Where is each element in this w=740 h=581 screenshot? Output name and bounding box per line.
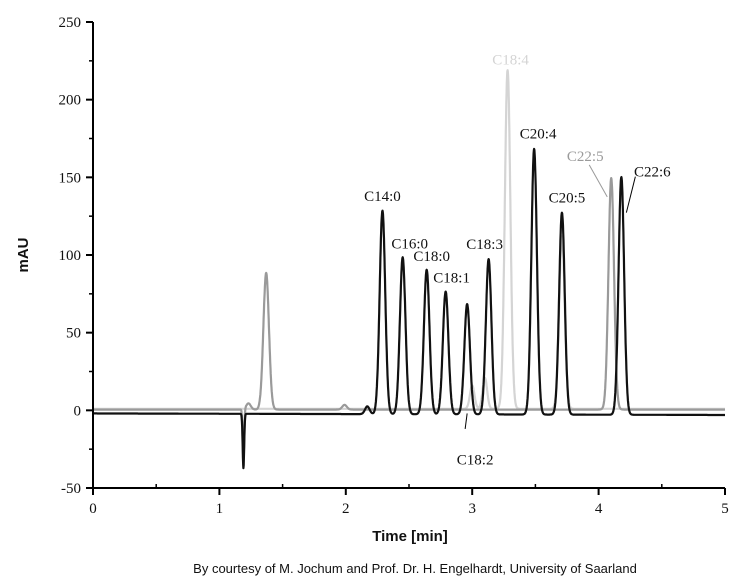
trace-line <box>92 177 726 462</box>
y-tick-label: 100 <box>59 248 82 264</box>
peak-label: C18:0 <box>413 249 450 265</box>
trace-line <box>92 147 726 470</box>
c22-5-arrow <box>588 164 608 198</box>
y-tick-label: 0 <box>74 403 82 419</box>
peak-label: C18:2 <box>457 453 494 469</box>
y-tick-label: 50 <box>66 326 81 342</box>
peak-label: C20:5 <box>549 190 586 206</box>
peak-label: C14:0 <box>364 189 401 205</box>
y-axis-title: mAU <box>15 237 32 272</box>
axes: -50 0 50 100 150 200 250 0 1 2 3 4 5 <box>59 15 729 517</box>
peak-label: C18:3 <box>466 237 503 253</box>
x-tick-label: 4 <box>595 501 603 517</box>
peak-label: C22:6 <box>634 165 671 181</box>
caption: By courtesy of M. Jochum and Prof. Dr. H… <box>193 561 637 576</box>
traces <box>92 69 726 470</box>
y-tick-label: 150 <box>59 170 82 186</box>
x-tick-label: 2 <box>342 501 350 517</box>
peak-label: C20:4 <box>520 127 557 143</box>
y-tick-label: 250 <box>59 15 82 31</box>
x-tick-label: 0 <box>89 501 97 517</box>
peak-label: C18:1 <box>433 271 470 287</box>
peak-label: C18:4 <box>492 53 529 69</box>
c18-2-arrow <box>464 413 468 430</box>
peak-label: C16:0 <box>391 236 428 252</box>
y-tick-label: 200 <box>59 93 82 109</box>
x-tick-label: 3 <box>468 501 476 517</box>
y-tick-label: -50 <box>61 481 81 497</box>
x-tick-label: 5 <box>721 501 729 517</box>
c22-6-arrow <box>625 176 636 213</box>
x-axis-title: Time [min] <box>372 528 448 545</box>
x-tick-label: 1 <box>216 501 224 517</box>
peak-label: C22:5 <box>567 149 604 165</box>
